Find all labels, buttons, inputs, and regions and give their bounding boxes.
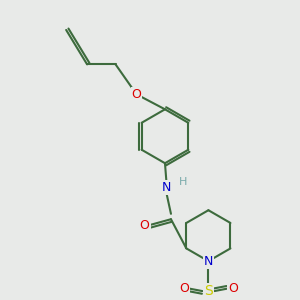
Text: O: O — [140, 219, 149, 232]
Text: N: N — [162, 181, 171, 194]
Text: N: N — [204, 255, 213, 268]
Text: S: S — [204, 284, 213, 298]
Text: O: O — [132, 88, 142, 101]
Text: O: O — [179, 282, 189, 295]
Text: O: O — [228, 282, 238, 295]
Text: H: H — [179, 177, 187, 188]
